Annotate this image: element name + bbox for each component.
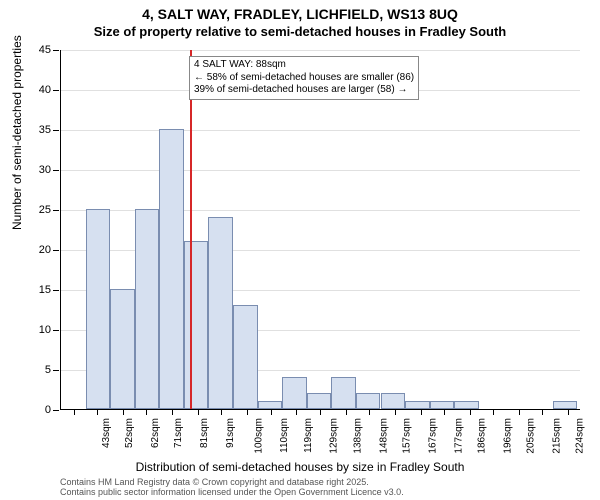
footer-line2: Contains public sector information licen…: [60, 488, 404, 498]
x-tick-label: 138sqm: [352, 418, 363, 454]
y-axis-label: Number of semi-detached properties: [10, 35, 24, 230]
x-tick-label: 157sqm: [401, 418, 412, 454]
histogram-bar: [159, 129, 184, 409]
x-tick-label: 71sqm: [173, 418, 184, 448]
x-tick: [74, 409, 75, 415]
bars-layer: [61, 50, 580, 409]
histogram-bar: [135, 209, 160, 409]
histogram-bar: [86, 209, 111, 409]
x-tick-label: 205sqm: [526, 418, 537, 454]
x-tick-label: 186sqm: [476, 418, 487, 454]
x-tick-label: 148sqm: [378, 418, 389, 454]
x-tick-label: 215sqm: [551, 418, 562, 454]
x-tick: [123, 409, 124, 415]
reference-line: [190, 50, 192, 409]
y-tick: [53, 210, 59, 211]
x-tick: [296, 409, 297, 415]
y-tick: [53, 130, 59, 131]
x-tick: [146, 409, 147, 415]
y-tick: [53, 370, 59, 371]
x-tick: [493, 409, 494, 415]
x-tick-label: 129sqm: [329, 418, 340, 454]
histogram-bar: [110, 289, 135, 409]
histogram-bar: [356, 393, 381, 409]
histogram-bar: [381, 393, 406, 409]
y-tick-label: 10: [23, 324, 51, 336]
x-tick: [470, 409, 471, 415]
chart-title-line2: Size of property relative to semi-detach…: [0, 24, 600, 39]
annotation-line2: ← 58% of semi-detached houses are smalle…: [194, 72, 414, 85]
x-tick: [271, 409, 272, 415]
chart-title-line1: 4, SALT WAY, FRADLEY, LICHFIELD, WS13 8U…: [0, 6, 600, 22]
histogram-bar: [405, 401, 430, 409]
x-tick-label: 167sqm: [427, 418, 438, 454]
x-tick: [198, 409, 199, 415]
y-tick: [53, 170, 59, 171]
histogram-bar: [553, 401, 578, 409]
y-tick-label: 35: [23, 124, 51, 136]
annotation-line1: 4 SALT WAY: 88sqm: [194, 59, 414, 72]
x-tick-label: 52sqm: [124, 418, 135, 448]
histogram-bar: [331, 377, 356, 409]
y-tick: [53, 290, 59, 291]
x-tick: [97, 409, 98, 415]
x-tick: [221, 409, 222, 415]
x-tick-label: 119sqm: [302, 418, 313, 453]
x-tick: [369, 409, 370, 415]
footer: Contains HM Land Registry data © Crown c…: [60, 478, 404, 498]
annotation-box: 4 SALT WAY: 88sqm ← 58% of semi-detached…: [189, 56, 419, 100]
x-tick: [568, 409, 569, 415]
y-tick-label: 0: [23, 404, 51, 416]
x-tick: [421, 409, 422, 415]
x-tick: [519, 409, 520, 415]
histogram-bar: [307, 393, 332, 409]
x-axis-label: Distribution of semi-detached houses by …: [0, 460, 600, 474]
y-tick-label: 25: [23, 204, 51, 216]
y-tick: [53, 330, 59, 331]
histogram-bar: [184, 241, 209, 409]
x-tick-label: 177sqm: [453, 418, 464, 454]
y-tick-label: 15: [23, 284, 51, 296]
x-tick-label: 43sqm: [101, 418, 112, 448]
y-tick: [53, 90, 59, 91]
x-tick-label: 224sqm: [575, 418, 586, 454]
x-tick-label: 62sqm: [150, 418, 161, 448]
x-tick-label: 91sqm: [225, 418, 236, 448]
histogram-bar: [430, 401, 455, 409]
y-tick: [53, 50, 59, 51]
histogram-bar: [208, 217, 233, 409]
chart-container: 4, SALT WAY, FRADLEY, LICHFIELD, WS13 8U…: [0, 0, 600, 500]
x-tick: [444, 409, 445, 415]
x-tick-label: 110sqm: [279, 418, 290, 453]
x-tick: [542, 409, 543, 415]
x-tick-label: 196sqm: [502, 418, 513, 454]
histogram-bar: [233, 305, 258, 409]
y-tick: [53, 410, 59, 411]
x-tick: [172, 409, 173, 415]
x-tick-label: 100sqm: [254, 418, 265, 454]
x-tick: [247, 409, 248, 415]
x-tick-label: 81sqm: [199, 418, 210, 448]
histogram-bar: [282, 377, 307, 409]
histogram-bar: [454, 401, 479, 409]
y-tick-label: 20: [23, 244, 51, 256]
y-tick: [53, 250, 59, 251]
x-tick: [320, 409, 321, 415]
y-tick-label: 30: [23, 164, 51, 176]
histogram-bar: [258, 401, 283, 409]
y-tick-label: 5: [23, 364, 51, 376]
y-tick-label: 40: [23, 84, 51, 96]
x-tick: [346, 409, 347, 415]
x-tick: [395, 409, 396, 415]
y-tick-label: 45: [23, 44, 51, 56]
annotation-line3: 39% of semi-detached houses are larger (…: [194, 84, 414, 97]
plot-area: 4 SALT WAY: 88sqm ← 58% of semi-detached…: [60, 50, 580, 410]
